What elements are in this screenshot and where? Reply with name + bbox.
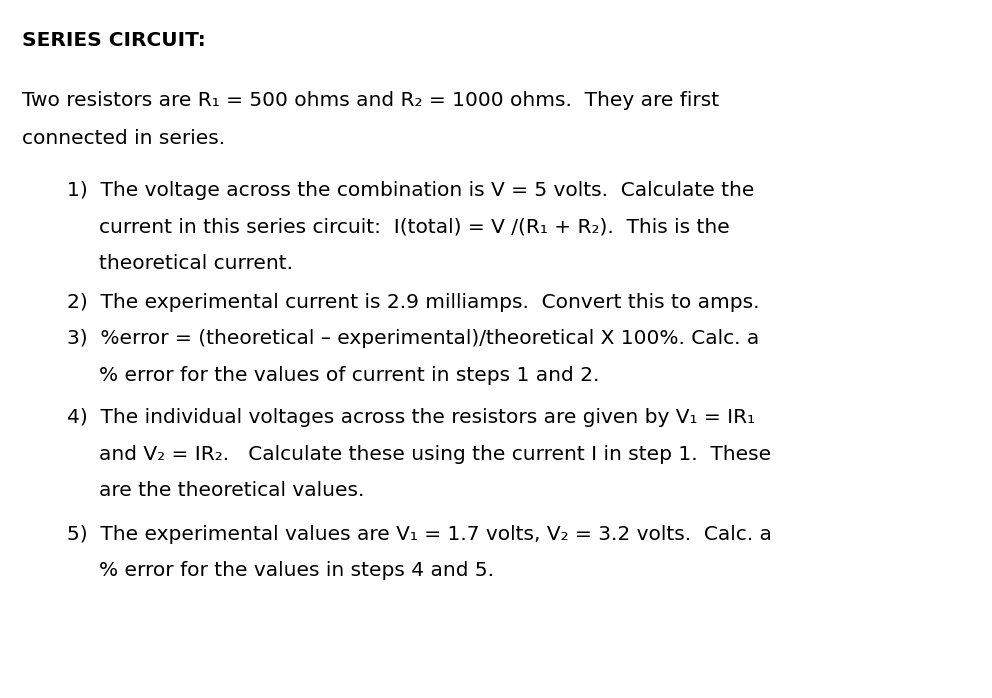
Text: % error for the values in steps 4 and 5.: % error for the values in steps 4 and 5.: [99, 561, 494, 580]
Text: 5)  The experimental values are V₁ = 1.7 volts, V₂ = 3.2 volts.  Calc. a: 5) The experimental values are V₁ = 1.7 …: [67, 525, 773, 544]
Text: 2)  The experimental current is 2.9 milliamps.  Convert this to amps.: 2) The experimental current is 2.9 milli…: [67, 293, 760, 312]
Text: current in this series circuit:  I(total) = V /(R₁ + R₂).  This is the: current in this series circuit: I(total)…: [99, 218, 730, 237]
Text: theoretical current.: theoretical current.: [99, 254, 294, 273]
Text: Two resistors are R₁ = 500 ohms and R₂ = 1000 ohms.  They are first: Two resistors are R₁ = 500 ohms and R₂ =…: [22, 91, 719, 110]
Text: and V₂ = IR₂.   Calculate these using the current I in step 1.  These: and V₂ = IR₂. Calculate these using the …: [99, 445, 772, 463]
Text: 3)  %error = (theoretical – experimental)/theoretical X 100%. Calc. a: 3) %error = (theoretical – experimental)…: [67, 329, 760, 348]
Text: connected in series.: connected in series.: [22, 129, 225, 148]
Text: 4)  The individual voltages across the resistors are given by V₁ = IR₁: 4) The individual voltages across the re…: [67, 408, 756, 427]
Text: % error for the values of current in steps 1 and 2.: % error for the values of current in ste…: [99, 366, 599, 385]
Text: SERIES CIRCUIT:: SERIES CIRCUIT:: [22, 31, 205, 50]
Text: are the theoretical values.: are the theoretical values.: [99, 481, 365, 500]
Text: 1)  The voltage across the combination is V = 5 volts.  Calculate the: 1) The voltage across the combination is…: [67, 181, 755, 200]
